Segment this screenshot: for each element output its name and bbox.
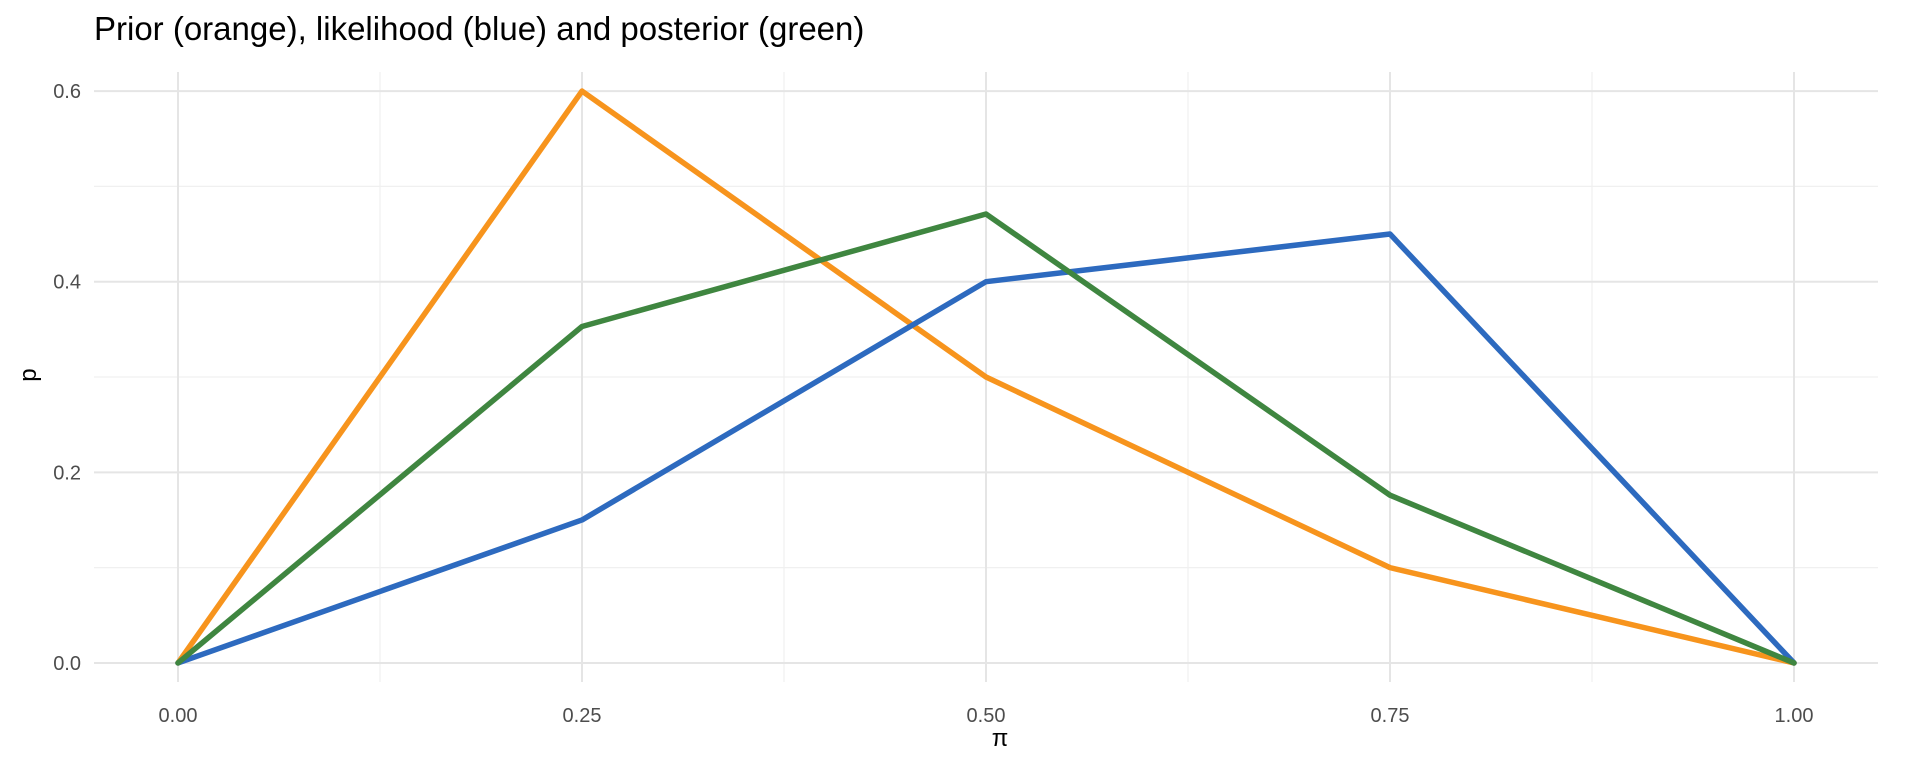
y-tick-label: 0.0	[53, 653, 81, 675]
posterior-series-line	[175, 211, 1797, 666]
y-tick-label: 0.4	[53, 272, 81, 294]
x-tick-label: 0.25	[563, 705, 602, 727]
y-axis-title: p	[15, 368, 42, 381]
x-axis-title: π	[992, 725, 1009, 752]
tick-labels: 0.00 0.25 0.50 0.75 1.00 0.0 0.2 0.4 0.6	[53, 81, 1813, 727]
y-tick-label: 0.6	[53, 81, 81, 103]
x-tick-label: 0.50	[967, 705, 1006, 727]
prior-series-line	[175, 88, 1797, 666]
x-tick-label: 1.00	[1775, 705, 1814, 727]
x-tick-label: 0.00	[159, 705, 198, 727]
y-tick-label: 0.2	[53, 462, 81, 484]
likelihood-series-line	[175, 231, 1797, 666]
x-tick-label: 0.75	[1371, 705, 1410, 727]
series-layer	[175, 88, 1797, 666]
chart-title: Prior (orange), likelihood (blue) and po…	[94, 10, 864, 47]
